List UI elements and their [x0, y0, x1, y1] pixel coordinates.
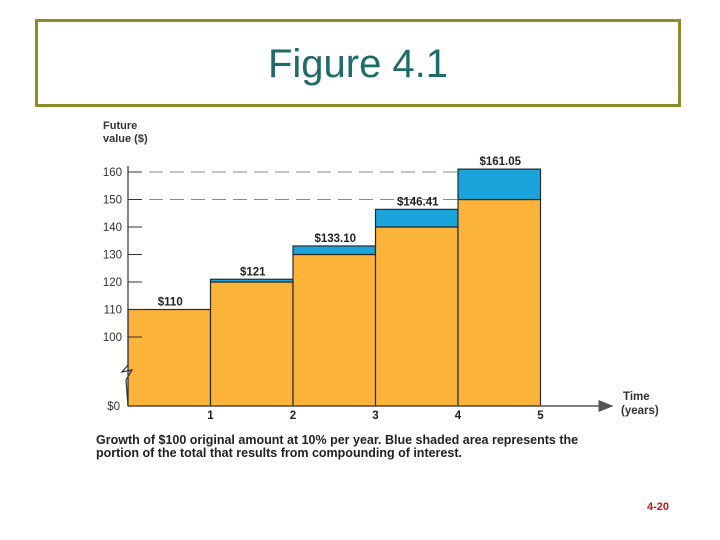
- title-box: Figure 4.1: [35, 19, 681, 107]
- data-label-year-3: $133.10: [314, 233, 356, 245]
- bar-compound-year-3: [292, 245, 377, 256]
- y-tick-label-160: 160: [103, 167, 122, 179]
- bar-simple-year-5: [457, 198, 542, 407]
- y-tick-label-140: 140: [103, 222, 122, 234]
- x-axis-title-line-1: Time: [623, 391, 650, 403]
- y-axis-title-line-1: Future: [103, 120, 137, 132]
- slide-page-number: 4-20: [647, 501, 670, 513]
- bar-simple-year-3: [292, 253, 377, 407]
- data-label-year-4: $146.41: [397, 196, 439, 208]
- figure-caption: Growth of $100 original amount at 10% pe…: [96, 433, 579, 460]
- bar-simple-year-4: [374, 226, 459, 407]
- y-tick-label-110: 110: [104, 305, 122, 317]
- x-tick-label-5: 5: [537, 410, 544, 422]
- x-axis-title-line-2: (years): [621, 405, 659, 417]
- x-tick-label-3: 3: [372, 410, 378, 422]
- y-tick-label-150: 150: [103, 195, 122, 207]
- x-tick-label-4: 4: [455, 410, 462, 422]
- x-tick-label-2: 2: [290, 410, 296, 422]
- slide-title: Figure 4.1: [267, 42, 449, 86]
- bar-simple-year-1: [127, 308, 212, 407]
- y-tick-label-130: 130: [103, 250, 122, 262]
- data-label-year-1: $110: [158, 297, 183, 309]
- y-tick-label-zero: $0: [107, 401, 120, 413]
- data-label-year-2: $121: [240, 266, 266, 278]
- bar-compound-year-4: [374, 208, 459, 228]
- bar-compound-year-2: [209, 278, 294, 283]
- x-tick-label-1: 1: [207, 410, 214, 422]
- bar-compound-year-5: [457, 168, 542, 201]
- y-tick-label-120: 120: [103, 277, 122, 289]
- y-tick-label-100: 100: [103, 332, 122, 344]
- bar-simple-year-2: [209, 281, 294, 407]
- y-axis-line: [120, 166, 134, 407]
- y-axis-title-line-2: value ($): [103, 133, 148, 145]
- data-label-year-5: $161.05: [479, 156, 521, 168]
